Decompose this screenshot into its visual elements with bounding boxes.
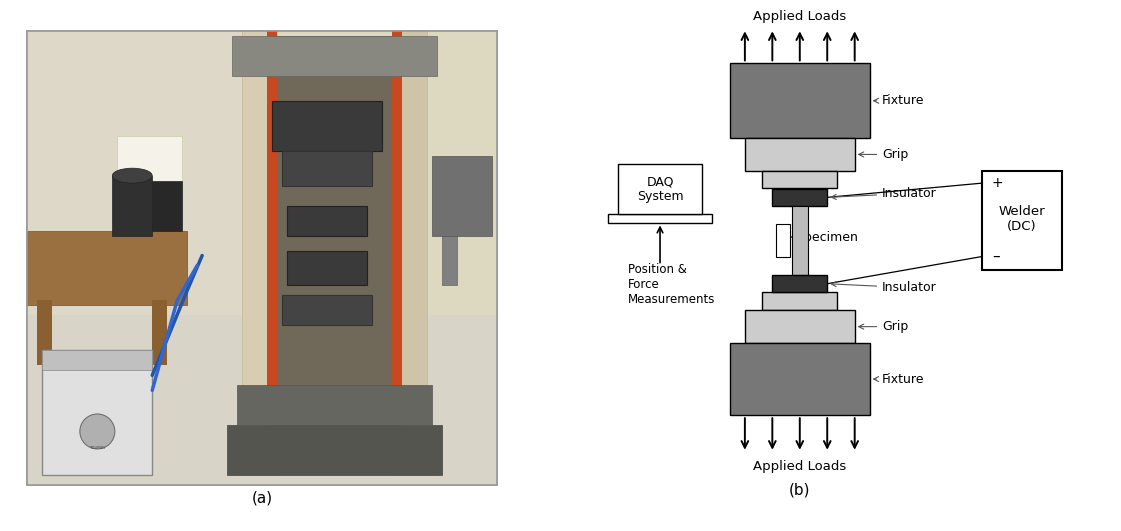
Bar	[618, 164, 703, 214]
Bar	[152, 181, 183, 230]
Text: Fixture: Fixture	[873, 95, 925, 107]
Bar	[272, 101, 382, 151]
Text: Insulator: Insulator	[832, 281, 937, 294]
Text: Welder
(DC): Welder (DC)	[999, 204, 1045, 233]
Bar	[43, 350, 152, 370]
Bar	[277, 36, 392, 475]
Bar	[27, 230, 187, 305]
Text: +: +	[992, 176, 1003, 190]
Bar	[252, 31, 497, 315]
Bar	[152, 301, 167, 365]
Bar	[287, 205, 367, 236]
Bar	[282, 295, 372, 326]
Bar	[432, 156, 492, 236]
Bar	[762, 292, 837, 311]
Text: DAQ
System: DAQ System	[637, 175, 684, 203]
Bar	[744, 311, 854, 343]
Bar	[772, 189, 827, 205]
Bar	[730, 343, 870, 415]
Bar	[228, 425, 442, 475]
Bar	[242, 31, 277, 475]
Text: Fixture: Fixture	[873, 373, 925, 386]
Circle shape	[80, 414, 114, 449]
Text: Grip: Grip	[859, 148, 908, 161]
Bar	[282, 151, 372, 186]
Text: TIG/MIG: TIG/MIG	[90, 446, 105, 450]
Text: Grip: Grip	[859, 320, 908, 333]
Bar	[762, 170, 837, 188]
Bar	[267, 31, 277, 475]
Bar	[744, 138, 854, 170]
Ellipse shape	[112, 168, 152, 183]
Bar	[232, 36, 437, 76]
Bar	[791, 205, 808, 276]
Bar	[118, 136, 183, 226]
Text: Applied Loads: Applied Loads	[753, 11, 846, 23]
Bar	[43, 350, 152, 475]
Text: Position &
Force
Measurements: Position & Force Measurements	[628, 263, 715, 306]
Bar	[442, 226, 456, 286]
Bar	[392, 31, 427, 475]
Text: Insulator: Insulator	[832, 187, 937, 200]
Text: (a): (a)	[251, 490, 272, 505]
Bar	[238, 386, 432, 425]
Bar	[27, 31, 252, 315]
Bar	[982, 170, 1062, 270]
Text: Applied Loads: Applied Loads	[753, 460, 846, 473]
Bar	[730, 63, 870, 138]
Bar	[392, 31, 401, 475]
Bar	[772, 276, 827, 292]
Bar	[776, 224, 790, 256]
Bar	[112, 176, 152, 236]
Bar	[287, 251, 367, 286]
Text: –: –	[992, 249, 1000, 264]
Bar	[27, 315, 497, 485]
Text: (b): (b)	[789, 483, 810, 498]
Bar	[608, 214, 713, 223]
Bar	[37, 301, 53, 365]
Text: Specimen: Specimen	[787, 230, 858, 244]
